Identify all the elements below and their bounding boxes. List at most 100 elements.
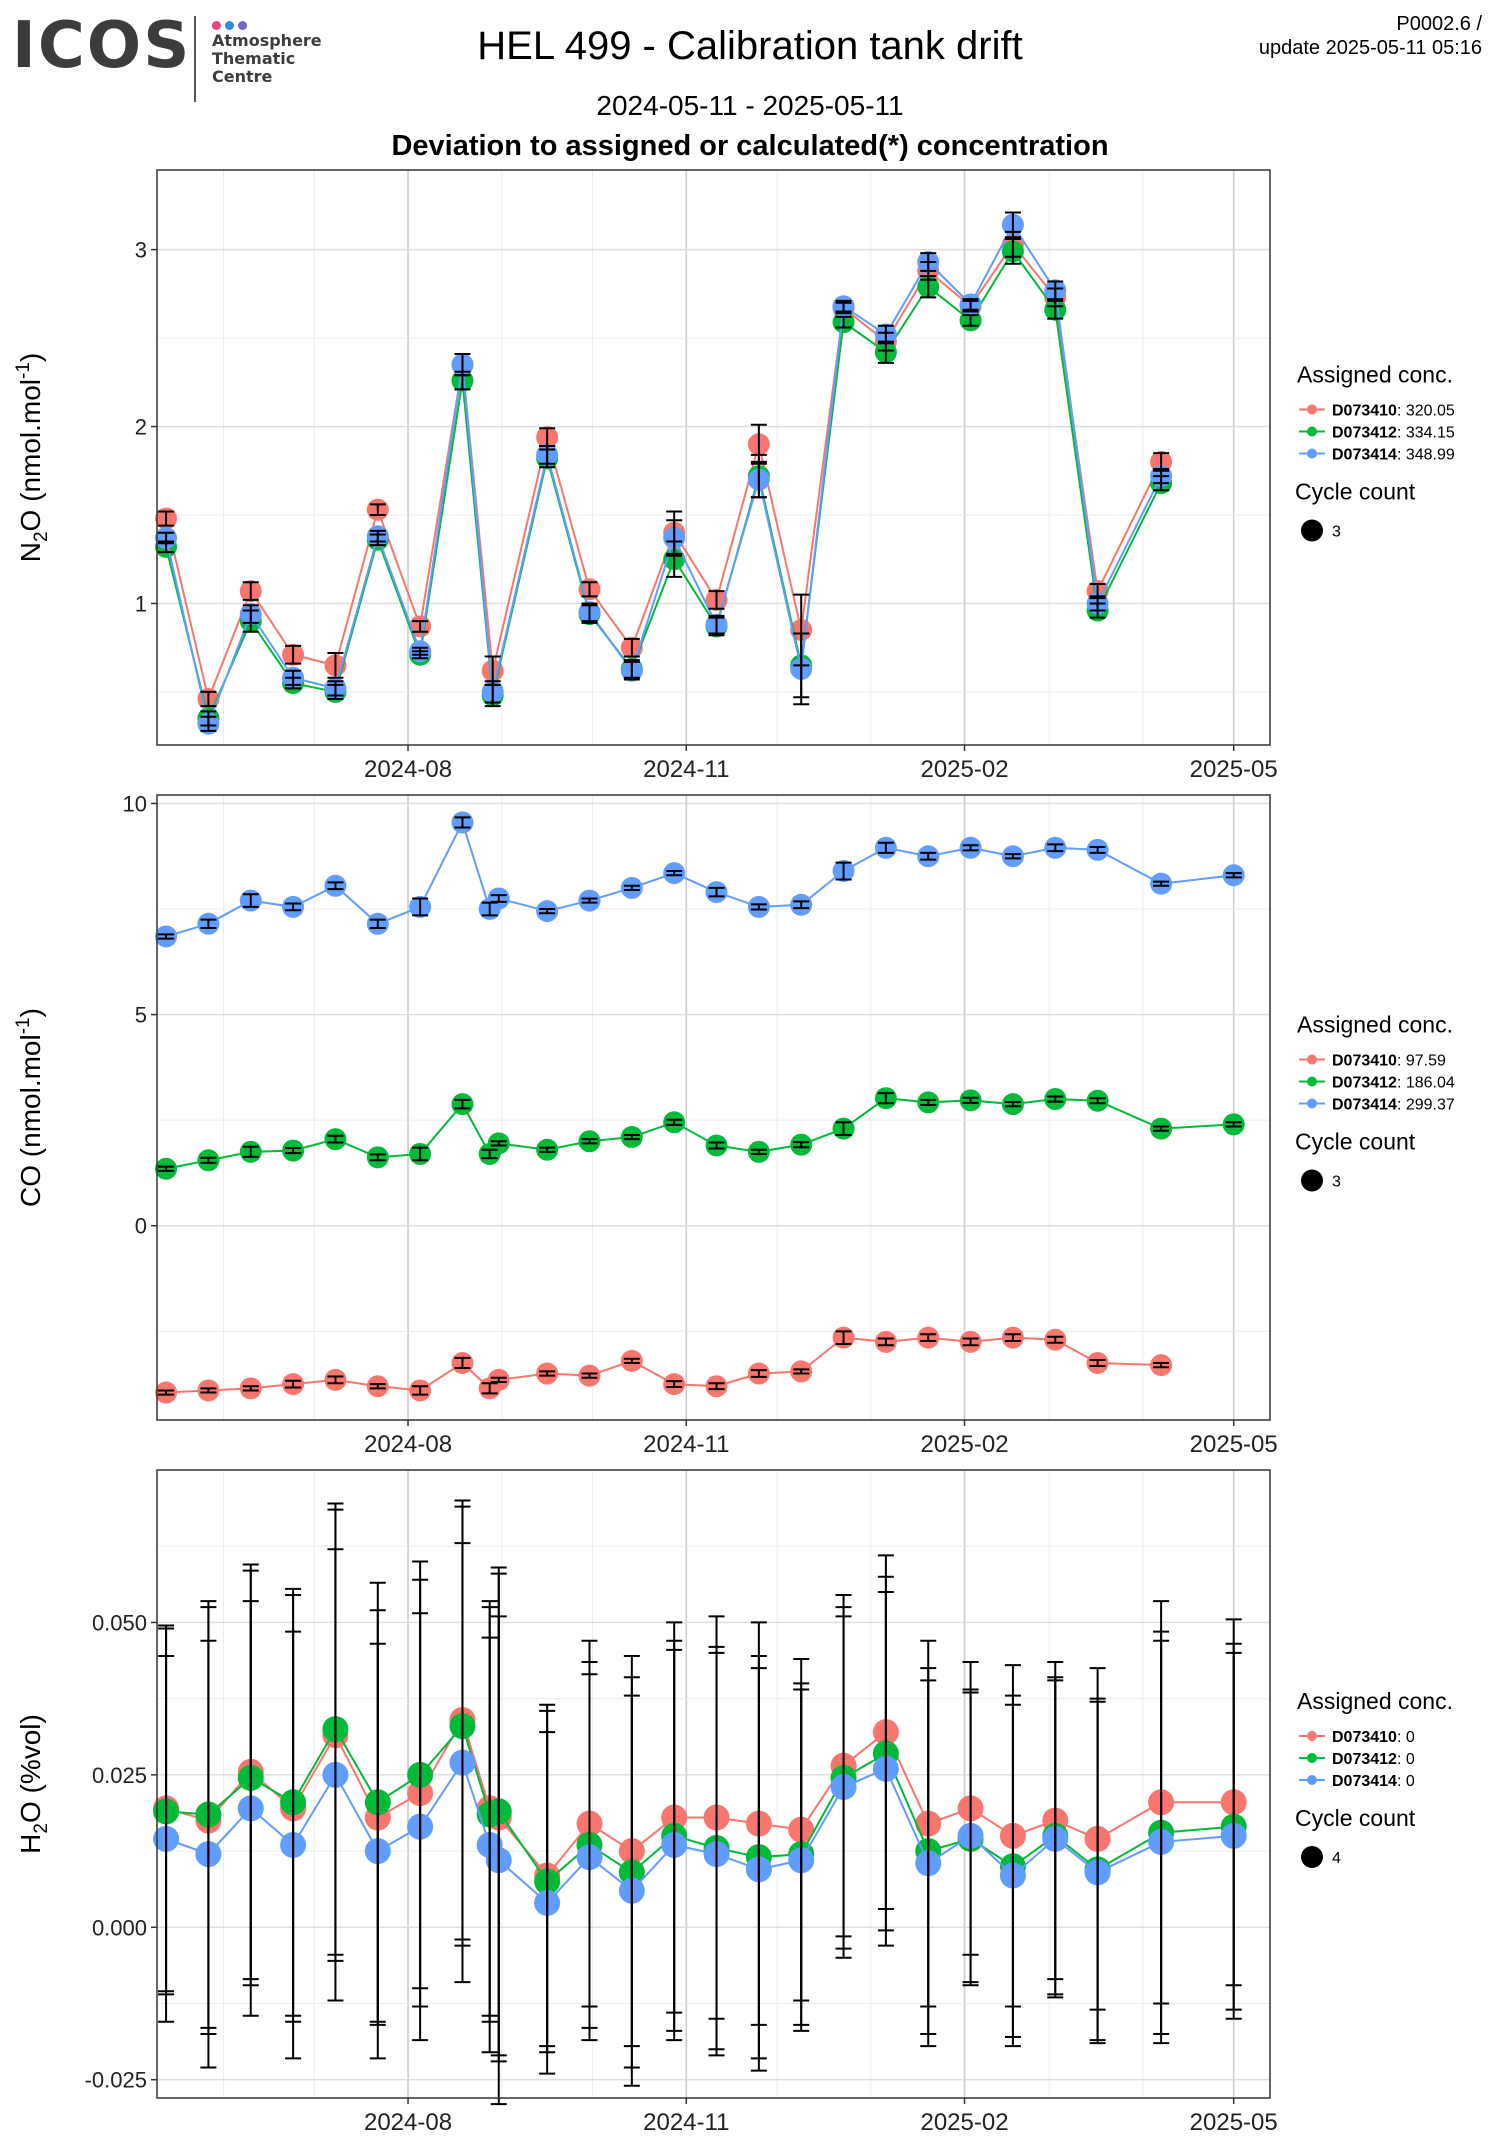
legend-entry-label: D073412: 0 [1332, 1751, 1415, 1768]
legend-title: Assigned conc. [1297, 1012, 1453, 1038]
x-tick-label: 2024-11 [643, 756, 729, 783]
logo-sub-line: Atmosphere [212, 31, 322, 50]
y-tick-label: 5 [135, 1003, 147, 1028]
cycle-count-title: Cycle count [1295, 1805, 1416, 1831]
y-tick-label: 0.025 [92, 1763, 147, 1788]
y-label-sup: -1 [13, 1017, 34, 1034]
icos-logo: ICOS [12, 9, 192, 83]
x-tick-label: 2024-11 [643, 2109, 729, 2136]
page-title: HEL 499 - Calibration tank drift [477, 24, 1023, 68]
legend-key-dot [1307, 1098, 1317, 1109]
x-tick-label: 2024-08 [364, 2109, 452, 2136]
series-D073410 [155, 1326, 1173, 1404]
series-line [165, 242, 1163, 703]
logo-dot-blue [225, 21, 234, 30]
legend: Assigned conc. D073410: 320.05 D073412: 33… [1295, 362, 1455, 542]
y-tick-label: 3 [135, 238, 147, 263]
legend-key-dot [1307, 426, 1317, 437]
legend-entry-label: D073414: 299.37 [1332, 1097, 1455, 1114]
cycle-count-value: 3 [1332, 1174, 1341, 1191]
page-header: ICOS Atmosphere Thematic Centre HEL 499 … [0, 0, 1500, 162]
page-code-id: P0002.6 / [1396, 13, 1482, 35]
legend: Assigned conc. D073410: 97.59 D073412: 186… [1295, 1012, 1455, 1192]
y-label-end: ) [15, 1008, 46, 1017]
y-tick-label: 10 [123, 791, 147, 816]
legend-key-dot [1307, 1775, 1317, 1785]
legend-entry-label: D073414: 0 [1332, 1773, 1415, 1790]
cycle-count-value: 4 [1332, 1850, 1341, 1867]
logo-subtitle: Atmosphere Thematic Centre [212, 32, 322, 86]
y-tick-label: 1 [135, 591, 147, 616]
cycle-count-dot [1301, 1846, 1323, 1868]
legend-entry-label: D073412: 186.04 [1332, 1075, 1455, 1092]
x-tick-label: 2025-05 [1190, 756, 1278, 783]
series-D073412 [155, 240, 1173, 730]
x-tick-label: 2025-02 [920, 756, 1008, 783]
y-tick-label: 2 [135, 415, 147, 440]
series-D073410 [155, 233, 1173, 710]
y-label-sub: 2 [31, 1823, 52, 1834]
series-D073412 [155, 1087, 1245, 1180]
series-line [165, 222, 1163, 728]
legend-title: Assigned conc. [1297, 1688, 1453, 1714]
date-range: 2024-05-11 - 2025-05-11 [596, 90, 904, 121]
chart-panel-3: -0.025 0.000 0.025 0.050 2024-08 2024-11 2025-… [15, 1469, 1453, 2136]
panel-border [156, 1469, 1271, 2099]
y-label-rest: CO (nmol.mol [15, 1034, 46, 1207]
y-label-sup: -1 [13, 362, 34, 379]
logo-dot-purple [238, 21, 247, 30]
y-label-end: ) [15, 353, 46, 362]
legend: Assigned conc. D073410: 0 D073412: 0 D07341… [1295, 1688, 1453, 1868]
y-tick-label: -0.025 [85, 2068, 147, 2093]
logo-dot-pink [212, 21, 221, 30]
chart-panel-2: 0 5 10 2024-08 2024-11 2025-02 2025-05 CO (nmol… [13, 791, 1455, 1458]
x-tick-label: 2024-08 [364, 1431, 452, 1458]
logo-separator [194, 16, 196, 102]
series-D073414 [155, 213, 1173, 735]
x-tick-label: 2025-05 [1190, 1431, 1278, 1458]
legend-key-dot [1307, 1731, 1317, 1741]
legend-entry-label: D073410: 320.05 [1332, 403, 1455, 420]
legend-key-dot [1307, 448, 1317, 459]
cycle-count-title: Cycle count [1295, 479, 1416, 505]
legend-entry-label: D073414: 348.99 [1332, 447, 1455, 464]
series-line [165, 819, 1234, 938]
legend-key-dot [1307, 1076, 1317, 1087]
cycle-count-value: 3 [1332, 524, 1341, 541]
cycle-count-title: Cycle count [1295, 1129, 1416, 1155]
y-label-rest: O (nmol.mol [15, 379, 46, 531]
y-tick-label: 0 [135, 1214, 147, 1239]
y-axis-label: N2O (nmol.mol-1) [13, 353, 52, 563]
y-tick-label: 0.000 [92, 1915, 147, 1940]
legend-key-dot [1307, 1054, 1317, 1065]
logo-dots-icon [212, 17, 251, 35]
y-axis-label: H2O (%vol) [15, 1714, 52, 1854]
y-label-main: H [15, 1834, 46, 1854]
update-timestamp: update 2025-05-11 05:16 [1258, 37, 1482, 59]
panel-border [156, 794, 1271, 1421]
legend-key-dot [1307, 404, 1317, 415]
y-label-rest: O (%vol) [15, 1714, 46, 1823]
series-D073414 [155, 811, 1245, 948]
legend-entry-label: D073410: 0 [1332, 1729, 1415, 1746]
legend-entry-label: D073410: 97.59 [1332, 1053, 1446, 1070]
series-line [165, 249, 1163, 722]
panel-border [156, 169, 1271, 746]
x-tick-label: 2025-05 [1190, 2109, 1278, 2136]
y-tick-label: 0.050 [92, 1610, 147, 1635]
y-axis-label: CO (nmol.mol-1) [13, 1008, 46, 1207]
y-label-main: N [15, 542, 46, 562]
x-tick-label: 2024-08 [364, 756, 452, 783]
page-code: P0002.6 / update 2025-05-11 05:16 [1259, 12, 1482, 60]
legend-title: Assigned conc. [1297, 362, 1453, 388]
logo-sub-line: Centre [212, 67, 273, 86]
chart-subtitle: Deviation to assigned or calculated(*) c… [391, 130, 1109, 162]
y-label-sub: 2 [31, 531, 52, 542]
legend-entry-label: D073412: 334.15 [1332, 425, 1455, 442]
x-tick-label: 2025-02 [920, 2109, 1008, 2136]
cycle-count-dot [1301, 519, 1323, 542]
logo-sub-line: Thematic [212, 49, 296, 68]
x-tick-label: 2024-11 [643, 1431, 729, 1458]
